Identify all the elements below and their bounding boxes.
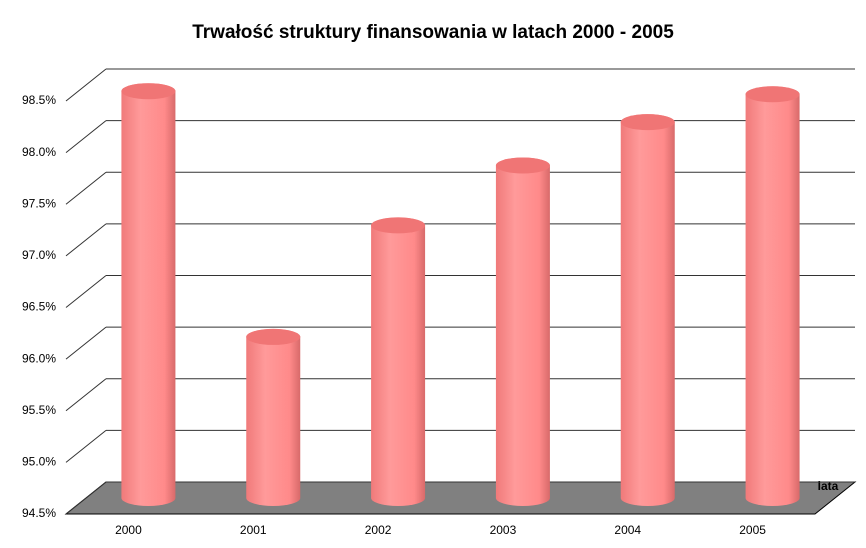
grid-line — [65, 429, 107, 463]
grid-line — [65, 275, 107, 308]
grid-line — [65, 481, 107, 515]
grid-line — [65, 326, 107, 360]
x-axis-label: lata — [818, 479, 839, 493]
bar — [121, 83, 176, 506]
y-tick-label: 98.5% — [22, 93, 56, 107]
floor — [64, 481, 857, 515]
y-tick-label: 96.5% — [22, 300, 56, 314]
bar — [495, 157, 550, 506]
x-tick-label: 2002 — [365, 523, 392, 537]
bar-top — [371, 217, 426, 234]
bar-top — [121, 83, 176, 100]
bar — [745, 86, 800, 506]
bar — [371, 217, 426, 507]
grid-line — [65, 68, 107, 102]
grid-line — [65, 378, 107, 412]
y-tick-label: 95.0% — [22, 455, 56, 469]
y-tick-label: 96.0% — [22, 351, 56, 365]
grid-line — [65, 171, 107, 205]
y-tick-label: 95.5% — [22, 403, 56, 417]
x-tick-label: 2001 — [240, 523, 267, 537]
bar-top — [495, 157, 550, 174]
grid-line — [65, 223, 107, 257]
bar-top — [620, 114, 675, 131]
bar-top — [246, 328, 301, 345]
grid-line — [65, 120, 107, 154]
x-tick-label: 2004 — [614, 523, 641, 537]
x-tick-label: 2005 — [739, 523, 766, 537]
x-tick-label: 2003 — [490, 523, 517, 537]
bar — [620, 114, 675, 507]
y-tick-label: 94.5% — [22, 506, 56, 520]
chart-title: Trwałość struktury finansowania w latach… — [192, 22, 674, 43]
y-tick-label: 97.5% — [22, 196, 56, 210]
x-tick-label: 2000 — [115, 523, 142, 537]
bar — [246, 328, 301, 506]
bar-top — [745, 86, 800, 103]
y-tick-label: 98.0% — [22, 145, 56, 159]
y-tick-label: 97.0% — [22, 248, 56, 262]
